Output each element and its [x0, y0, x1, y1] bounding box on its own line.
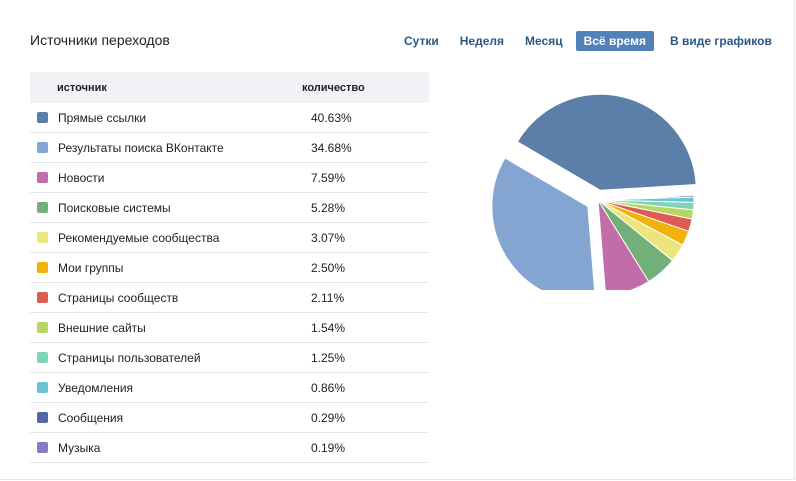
table-body: Прямые ссылки 40.63% Результаты поиска ВКо…	[30, 103, 429, 463]
source-label: Внешние сайты	[58, 320, 146, 335]
source-cell-content: Страницы сообществ	[30, 291, 302, 305]
tab-day[interactable]: Сутки	[404, 34, 439, 48]
table-row[interactable]: Внешние сайты 1.54%	[30, 312, 429, 343]
source-label: Сообщения	[58, 410, 124, 425]
source-label: Уведомления	[58, 380, 134, 395]
source-cell-content: Прямые ссылки	[30, 111, 302, 125]
source-label: Рекомендуемые сообщества	[58, 230, 220, 245]
source-cell-content: Внешние сайты	[30, 321, 302, 335]
table-row[interactable]: Мои группы 2.50%	[30, 252, 429, 283]
table-row[interactable]: Сообщения 0.29%	[30, 402, 429, 433]
legend-swatch	[37, 352, 48, 363]
count-value: 5.28%	[302, 192, 429, 223]
legend-swatch	[37, 112, 48, 123]
source-cell: Поисковые системы	[30, 192, 302, 223]
pie-chart-container	[470, 70, 730, 303]
source-cell-content: Уведомления	[30, 381, 302, 395]
sources-table: источник количество Прямые ссылки 40.63% Р…	[30, 72, 429, 463]
source-label: Музыка	[58, 440, 101, 455]
source-cell-content: Рекомендуемые сообщества	[30, 231, 302, 245]
source-cell-content: Новости	[30, 171, 302, 185]
legend-swatch	[37, 382, 48, 393]
legend-swatch	[37, 322, 48, 333]
tab-month[interactable]: Месяц	[525, 34, 563, 48]
pie-slice[interactable]	[597, 193, 695, 201]
table-row[interactable]: Результаты поиска ВКонтакте 34.68%	[30, 132, 429, 163]
source-cell: Страницы сообществ	[30, 282, 302, 313]
table-row[interactable]: Рекомендуемые сообщества 3.07%	[30, 222, 429, 253]
legend-swatch	[37, 172, 48, 183]
count-value: 40.63%	[302, 103, 429, 133]
source-cell: Музыка	[30, 432, 302, 463]
count-value: 1.25%	[302, 342, 429, 373]
page-title: Источники переходов	[30, 32, 170, 48]
source-cell: Результаты поиска ВКонтакте	[30, 132, 302, 163]
source-cell: Мои группы	[30, 252, 302, 283]
source-cell: Страницы пользователей	[30, 342, 302, 373]
pie-slice[interactable]	[516, 93, 697, 191]
source-cell: Рекомендуемые сообщества	[30, 222, 302, 253]
legend-swatch	[37, 292, 48, 303]
table-row[interactable]: Страницы сообществ 2.11%	[30, 282, 429, 313]
table-row[interactable]: Прямые ссылки 40.63%	[30, 103, 429, 133]
source-label: Мои группы	[58, 260, 124, 275]
source-label: Поисковые системы	[58, 200, 171, 215]
tab-all-time[interactable]: Всё время	[575, 31, 655, 51]
source-cell-content: Поисковые системы	[30, 201, 302, 215]
table-row[interactable]: Музыка 0.19%	[30, 432, 429, 463]
source-cell-content: Страницы пользователей	[30, 351, 302, 365]
count-value: 0.19%	[302, 432, 429, 463]
count-value: 1.54%	[302, 312, 429, 343]
legend-swatch	[37, 442, 48, 453]
source-cell: Сообщения	[30, 402, 302, 433]
count-value: 7.59%	[302, 162, 429, 193]
source-cell: Прямые ссылки	[30, 103, 302, 133]
source-label: Прямые ссылки	[58, 110, 147, 125]
source-label: Страницы пользователей	[58, 350, 201, 365]
column-header-source: источник	[30, 72, 302, 103]
source-cell-content: Мои группы	[30, 261, 302, 275]
source-cell-content: Сообщения	[30, 411, 302, 425]
source-cell: Новости	[30, 162, 302, 193]
source-label: Новости	[58, 170, 105, 185]
source-label: Страницы сообществ	[58, 290, 179, 305]
legend-swatch	[37, 142, 48, 153]
table-row[interactable]: Новости 7.59%	[30, 162, 429, 193]
pie-chart	[491, 93, 697, 303]
source-cell: Уведомления	[30, 372, 302, 403]
table-row[interactable]: Уведомления 0.86%	[30, 372, 429, 403]
legend-swatch	[37, 262, 48, 273]
count-value: 2.11%	[302, 282, 429, 313]
count-value: 34.68%	[302, 132, 429, 163]
tab-week[interactable]: Неделя	[459, 34, 505, 48]
tab-graphs-view[interactable]: В виде графиков	[670, 34, 772, 48]
source-label: Результаты поиска ВКонтакте	[58, 140, 224, 155]
legend-swatch	[37, 202, 48, 213]
count-value: 3.07%	[302, 222, 429, 253]
table-row[interactable]: Страницы пользователей 1.25%	[30, 342, 429, 373]
column-header-count: количество	[302, 72, 429, 103]
legend-swatch	[37, 412, 48, 423]
count-value: 2.50%	[302, 252, 429, 283]
source-cell-content: Музыка	[30, 441, 302, 455]
period-tabs: Сутки Неделя Месяц Всё время В виде граф…	[396, 31, 780, 51]
count-value: 0.29%	[302, 402, 429, 433]
source-cell-content: Результаты поиска ВКонтакте	[30, 141, 302, 155]
count-value: 0.86%	[302, 372, 429, 403]
legend-swatch	[37, 232, 48, 243]
source-cell: Внешние сайты	[30, 312, 302, 343]
table-header-row: источник количество	[30, 72, 429, 103]
table-row[interactable]: Поисковые системы 5.28%	[30, 192, 429, 223]
